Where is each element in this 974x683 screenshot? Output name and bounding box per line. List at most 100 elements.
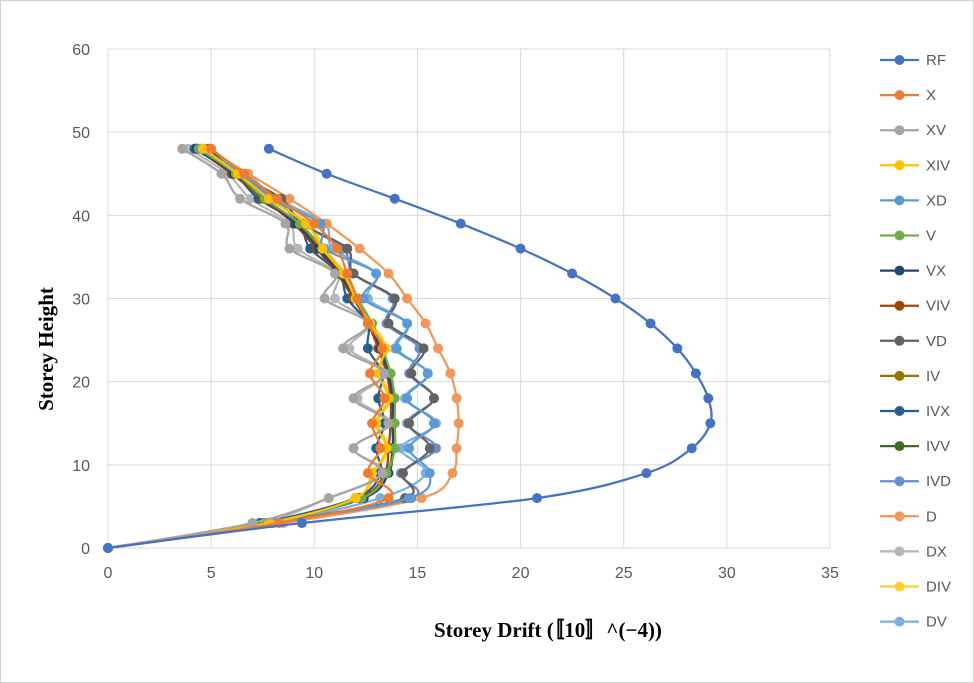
data-point (263, 193, 274, 204)
data-point (377, 468, 388, 479)
data-point (705, 418, 716, 429)
data-point (420, 318, 431, 329)
data-point (321, 168, 332, 179)
data-point (206, 143, 217, 154)
data-point (354, 243, 365, 254)
data-point (216, 168, 227, 179)
axes: 0 5 10 15 20 25 30 35 0 10 20 30 40 50 60 (72, 42, 839, 582)
data-point (364, 368, 375, 379)
x-tick-label: 30 (718, 565, 736, 582)
data-point (383, 493, 394, 504)
data-point (379, 368, 390, 379)
legend-marker (894, 160, 905, 171)
legend-marker (894, 476, 905, 487)
series-xv (103, 143, 394, 553)
y-tick-label: 20 (72, 375, 90, 392)
data-point (389, 193, 400, 204)
legend-item-dx: DX (880, 543, 947, 560)
legend-marker (894, 55, 905, 65)
data-point (404, 443, 415, 454)
data-point (301, 218, 312, 229)
legend-marker (894, 230, 905, 241)
data-point (703, 393, 714, 404)
data-point (323, 493, 334, 504)
legend-marker (894, 511, 905, 522)
legend-label: VIV (926, 298, 950, 315)
legend-item-dv: DV (880, 614, 947, 631)
legend-label: DX (926, 543, 947, 560)
data-point (379, 393, 390, 404)
data-point (348, 393, 359, 404)
data-point (453, 418, 464, 429)
data-point (383, 268, 394, 279)
data-point (371, 268, 382, 279)
legend-item-ivv: IVV (880, 438, 950, 455)
data-point (447, 468, 458, 479)
data-point (362, 468, 373, 479)
data-point (455, 218, 466, 229)
legend-label: D (926, 508, 937, 525)
y-axis-title: Storey Height (34, 287, 58, 411)
data-point (428, 393, 439, 404)
legend-label: IVX (926, 403, 950, 420)
legend-marker (894, 406, 905, 416)
data-point (245, 193, 256, 204)
data-point (272, 193, 283, 204)
x-tick-label: 35 (821, 565, 839, 582)
series-line (107, 147, 713, 550)
data-point (235, 193, 246, 204)
legend-marker (894, 90, 905, 101)
data-point (672, 343, 683, 354)
data-point (284, 193, 295, 204)
legend-marker (894, 335, 905, 346)
legend-label: DV (926, 614, 947, 631)
legend-item-xd: XD (880, 192, 947, 209)
data-point (177, 143, 188, 154)
x-tick-label: 25 (615, 565, 633, 582)
data-point (690, 368, 701, 379)
data-point (383, 418, 394, 429)
data-point (406, 368, 417, 379)
data-point (404, 418, 415, 429)
data-point (433, 343, 444, 354)
legend-marker (894, 370, 905, 381)
legend-item-x: X (880, 87, 936, 104)
x-axis-title: Storey Drift (〚10〛^(−4)) (434, 618, 662, 642)
data-point (515, 243, 526, 254)
data-point (641, 468, 652, 479)
data-point (247, 518, 258, 529)
data-point (402, 393, 413, 404)
x-tick-label: 15 (409, 565, 427, 582)
data-point (532, 493, 543, 504)
legend-label: XIV (926, 157, 950, 174)
legend-label: XV (926, 122, 946, 139)
legend-item-xv: XV (880, 122, 946, 139)
data-point (342, 243, 353, 254)
data-point (402, 293, 413, 304)
data-point (239, 168, 250, 179)
data-point (284, 243, 295, 254)
data-point (350, 493, 361, 504)
data-point (362, 318, 373, 329)
legend-marker (894, 265, 905, 276)
data-point (567, 268, 578, 279)
data-point (367, 418, 378, 429)
legend-item-d: D (880, 508, 937, 525)
data-point (404, 493, 415, 504)
data-point (389, 293, 400, 304)
legend-marker (894, 195, 905, 206)
legend-marker (894, 616, 905, 627)
legend-item-viv: VIV (880, 298, 950, 315)
x-tick-label: 0 (104, 565, 113, 582)
data-point (329, 293, 340, 304)
series-line (107, 147, 390, 550)
grid-lines (107, 48, 831, 549)
y-tick-label: 0 (81, 541, 90, 558)
legend-label: IV (926, 368, 940, 385)
legend-marker (894, 441, 905, 452)
legend-label: V (926, 228, 936, 245)
legend-label: RF (926, 52, 946, 69)
data-point (362, 343, 373, 354)
